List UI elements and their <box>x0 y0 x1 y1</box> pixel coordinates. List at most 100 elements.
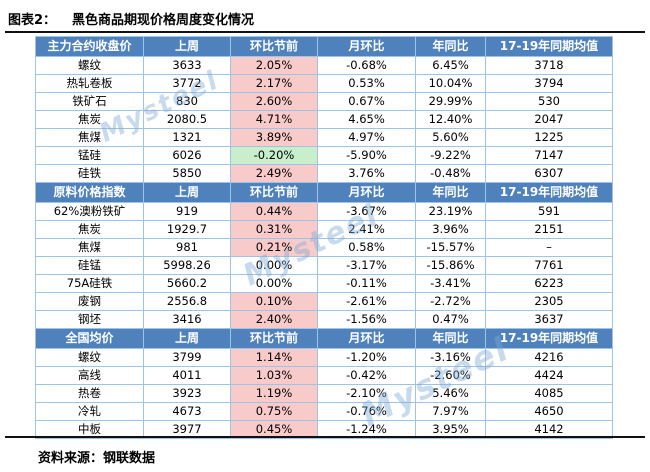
yoy-value: 0.47% <box>415 310 486 329</box>
table-row: 焦炭 1929.7 0.31% 2.41% 3.96% 2151 <box>35 220 613 239</box>
column-header-last-week-value: 上周 <box>143 328 231 349</box>
mom-value: 3.76% <box>317 164 416 183</box>
avg-2017-2019-value: 4085 <box>485 384 613 403</box>
last-week-value: 2080.5 <box>143 110 231 129</box>
table-row: 硅铁 5850 2.49% 3.76% -0.48% 6307 <box>35 164 613 183</box>
item-name: 螺纹 <box>35 348 144 367</box>
column-header-wow-pre-holiday-value: 环比节前 <box>230 182 318 203</box>
mom-value: 0.53% <box>317 74 416 93</box>
item-name: 焦煤 <box>35 238 144 257</box>
item-name: 冷轧 <box>35 402 144 421</box>
last-week-value: 3633 <box>143 56 231 75</box>
avg-2017-2019-value: 6223 <box>485 274 613 293</box>
mom-value: -3.17% <box>317 256 416 275</box>
avg-2017-2019-value: 1225 <box>485 128 613 147</box>
last-week-value: 5660.2 <box>143 274 231 293</box>
column-header-item-name: 全国均价 <box>35 328 144 349</box>
yoy-value: -15.57% <box>415 238 486 257</box>
last-week-value: 2556.8 <box>143 292 231 311</box>
table-row: 62%澳粉铁矿 919 0.44% -3.67% 23.19% 591 <box>35 202 613 221</box>
table-row: 铁矿石 830 2.60% 0.67% 29.99% 530 <box>35 92 613 111</box>
mom-value: -1.56% <box>317 310 416 329</box>
avg-2017-2019-value: 4424 <box>485 366 613 385</box>
table-row: 高线 4011 1.03% -0.42% -2.60% 4424 <box>35 366 613 385</box>
section-header-row: 全国均价 上周 环比节前 月环比 年同比 17-19年同期均值 <box>35 328 613 349</box>
last-week-value: 5998.26 <box>143 256 231 275</box>
column-header-wow-pre-holiday-value: 环比节前 <box>230 36 318 57</box>
page-title: 黑色商品期现价格周度变化情况 <box>72 13 255 28</box>
wow-pre-holiday-value: 1.14% <box>230 348 318 367</box>
table-row: 焦煤 1321 3.89% 4.97% 5.60% 1225 <box>35 128 613 147</box>
table-row: 热卷 3923 1.19% -2.10% 5.46% 4085 <box>35 384 613 403</box>
wow-pre-holiday-value: -0.20% <box>230 146 318 165</box>
mom-value: 4.65% <box>317 110 416 129</box>
last-week-value: 6026 <box>143 146 231 165</box>
yoy-value: -15.86% <box>415 256 486 275</box>
table-row: 硅锰 5998.26 0.00% -3.17% -15.86% 7761 <box>35 256 613 275</box>
last-week-value: 981 <box>143 238 231 257</box>
item-name: 中板 <box>35 420 144 439</box>
wow-pre-holiday-value: 4.71% <box>230 110 318 129</box>
table-row: 焦炭 2080.5 4.71% 4.65% 12.40% 2047 <box>35 110 613 129</box>
item-name: 螺纹 <box>35 56 144 75</box>
avg-2017-2019-value: 2305 <box>485 292 613 311</box>
item-name: 钢坯 <box>35 310 144 329</box>
mom-value: -1.20% <box>317 348 416 367</box>
item-name: 热轧卷板 <box>35 74 144 93</box>
item-name: 62%澳粉铁矿 <box>35 202 144 221</box>
table-row: 冷轧 4673 0.75% -0.76% 7.97% 4650 <box>35 402 613 421</box>
avg-2017-2019-value: 2047 <box>485 110 613 129</box>
avg-2017-2019-value: 7147 <box>485 146 613 165</box>
avg-2017-2019-value: 6307 <box>485 164 613 183</box>
item-name: 焦炭 <box>35 110 144 129</box>
item-name: 焦炭 <box>35 220 144 239</box>
last-week-value: 4011 <box>143 366 231 385</box>
table-row: 废钢 2556.8 0.10% -2.61% -2.72% 2305 <box>35 292 613 311</box>
last-week-value: 830 <box>143 92 231 111</box>
table-row: 锰硅 6026 -0.20% -5.90% -9.22% 7147 <box>35 146 613 165</box>
last-week-value: 3772 <box>143 74 231 93</box>
table-row: 螺纹 3799 1.14% -1.20% -3.16% 4216 <box>35 348 613 367</box>
mom-value: -3.67% <box>317 202 416 221</box>
mom-value: -0.11% <box>317 274 416 293</box>
yoy-value: -0.48% <box>415 164 486 183</box>
yoy-value: -2.60% <box>415 366 486 385</box>
yoy-value: -2.72% <box>415 292 486 311</box>
column-header-mom-value: 月环比 <box>317 36 416 57</box>
yoy-value: 12.40% <box>415 110 486 129</box>
column-header-avg-2017-2019-value: 17-19年同期均值 <box>485 328 613 349</box>
item-name: 热卷 <box>35 384 144 403</box>
avg-2017-2019-value: 3794 <box>485 74 613 93</box>
avg-2017-2019-value: 3718 <box>485 56 613 75</box>
last-week-value: 4673 <box>143 402 231 421</box>
wow-pre-holiday-value: 2.17% <box>230 74 318 93</box>
yoy-value: -3.16% <box>415 348 486 367</box>
wow-pre-holiday-value: 0.10% <box>230 292 318 311</box>
avg-2017-2019-value: 4650 <box>485 402 613 421</box>
yoy-value: 5.46% <box>415 384 486 403</box>
mom-value: 0.58% <box>317 238 416 257</box>
mom-value: -2.10% <box>317 384 416 403</box>
item-name: 焦煤 <box>35 128 144 147</box>
table-row: 焦煤 981 0.21% 0.58% -15.57% – <box>35 238 613 257</box>
wow-pre-holiday-value: 2.60% <box>230 92 318 111</box>
last-week-value: 3923 <box>143 384 231 403</box>
avg-2017-2019-value: 591 <box>485 202 613 221</box>
avg-2017-2019-value: 4142 <box>485 420 613 439</box>
yoy-value: -9.22% <box>415 146 486 165</box>
section-header-row: 主力合约收盘价 上周 环比节前 月环比 年同比 17-19年同期均值 <box>35 36 613 57</box>
top-rule-line <box>5 31 645 33</box>
mom-value: -0.42% <box>317 366 416 385</box>
column-header-mom-value: 月环比 <box>317 328 416 349</box>
table-row: 螺纹 3633 2.05% -0.68% 6.45% 3718 <box>35 56 613 75</box>
yoy-value: 23.19% <box>415 202 486 221</box>
mom-value: -0.68% <box>317 56 416 75</box>
column-header-yoy-value: 年同比 <box>415 36 486 57</box>
mom-value: -0.76% <box>317 402 416 421</box>
avg-2017-2019-value: 530 <box>485 92 613 111</box>
avg-2017-2019-value: 7761 <box>485 256 613 275</box>
last-week-value: 3416 <box>143 310 231 329</box>
mom-value: -5.90% <box>317 146 416 165</box>
yoy-value: 10.04% <box>415 74 486 93</box>
